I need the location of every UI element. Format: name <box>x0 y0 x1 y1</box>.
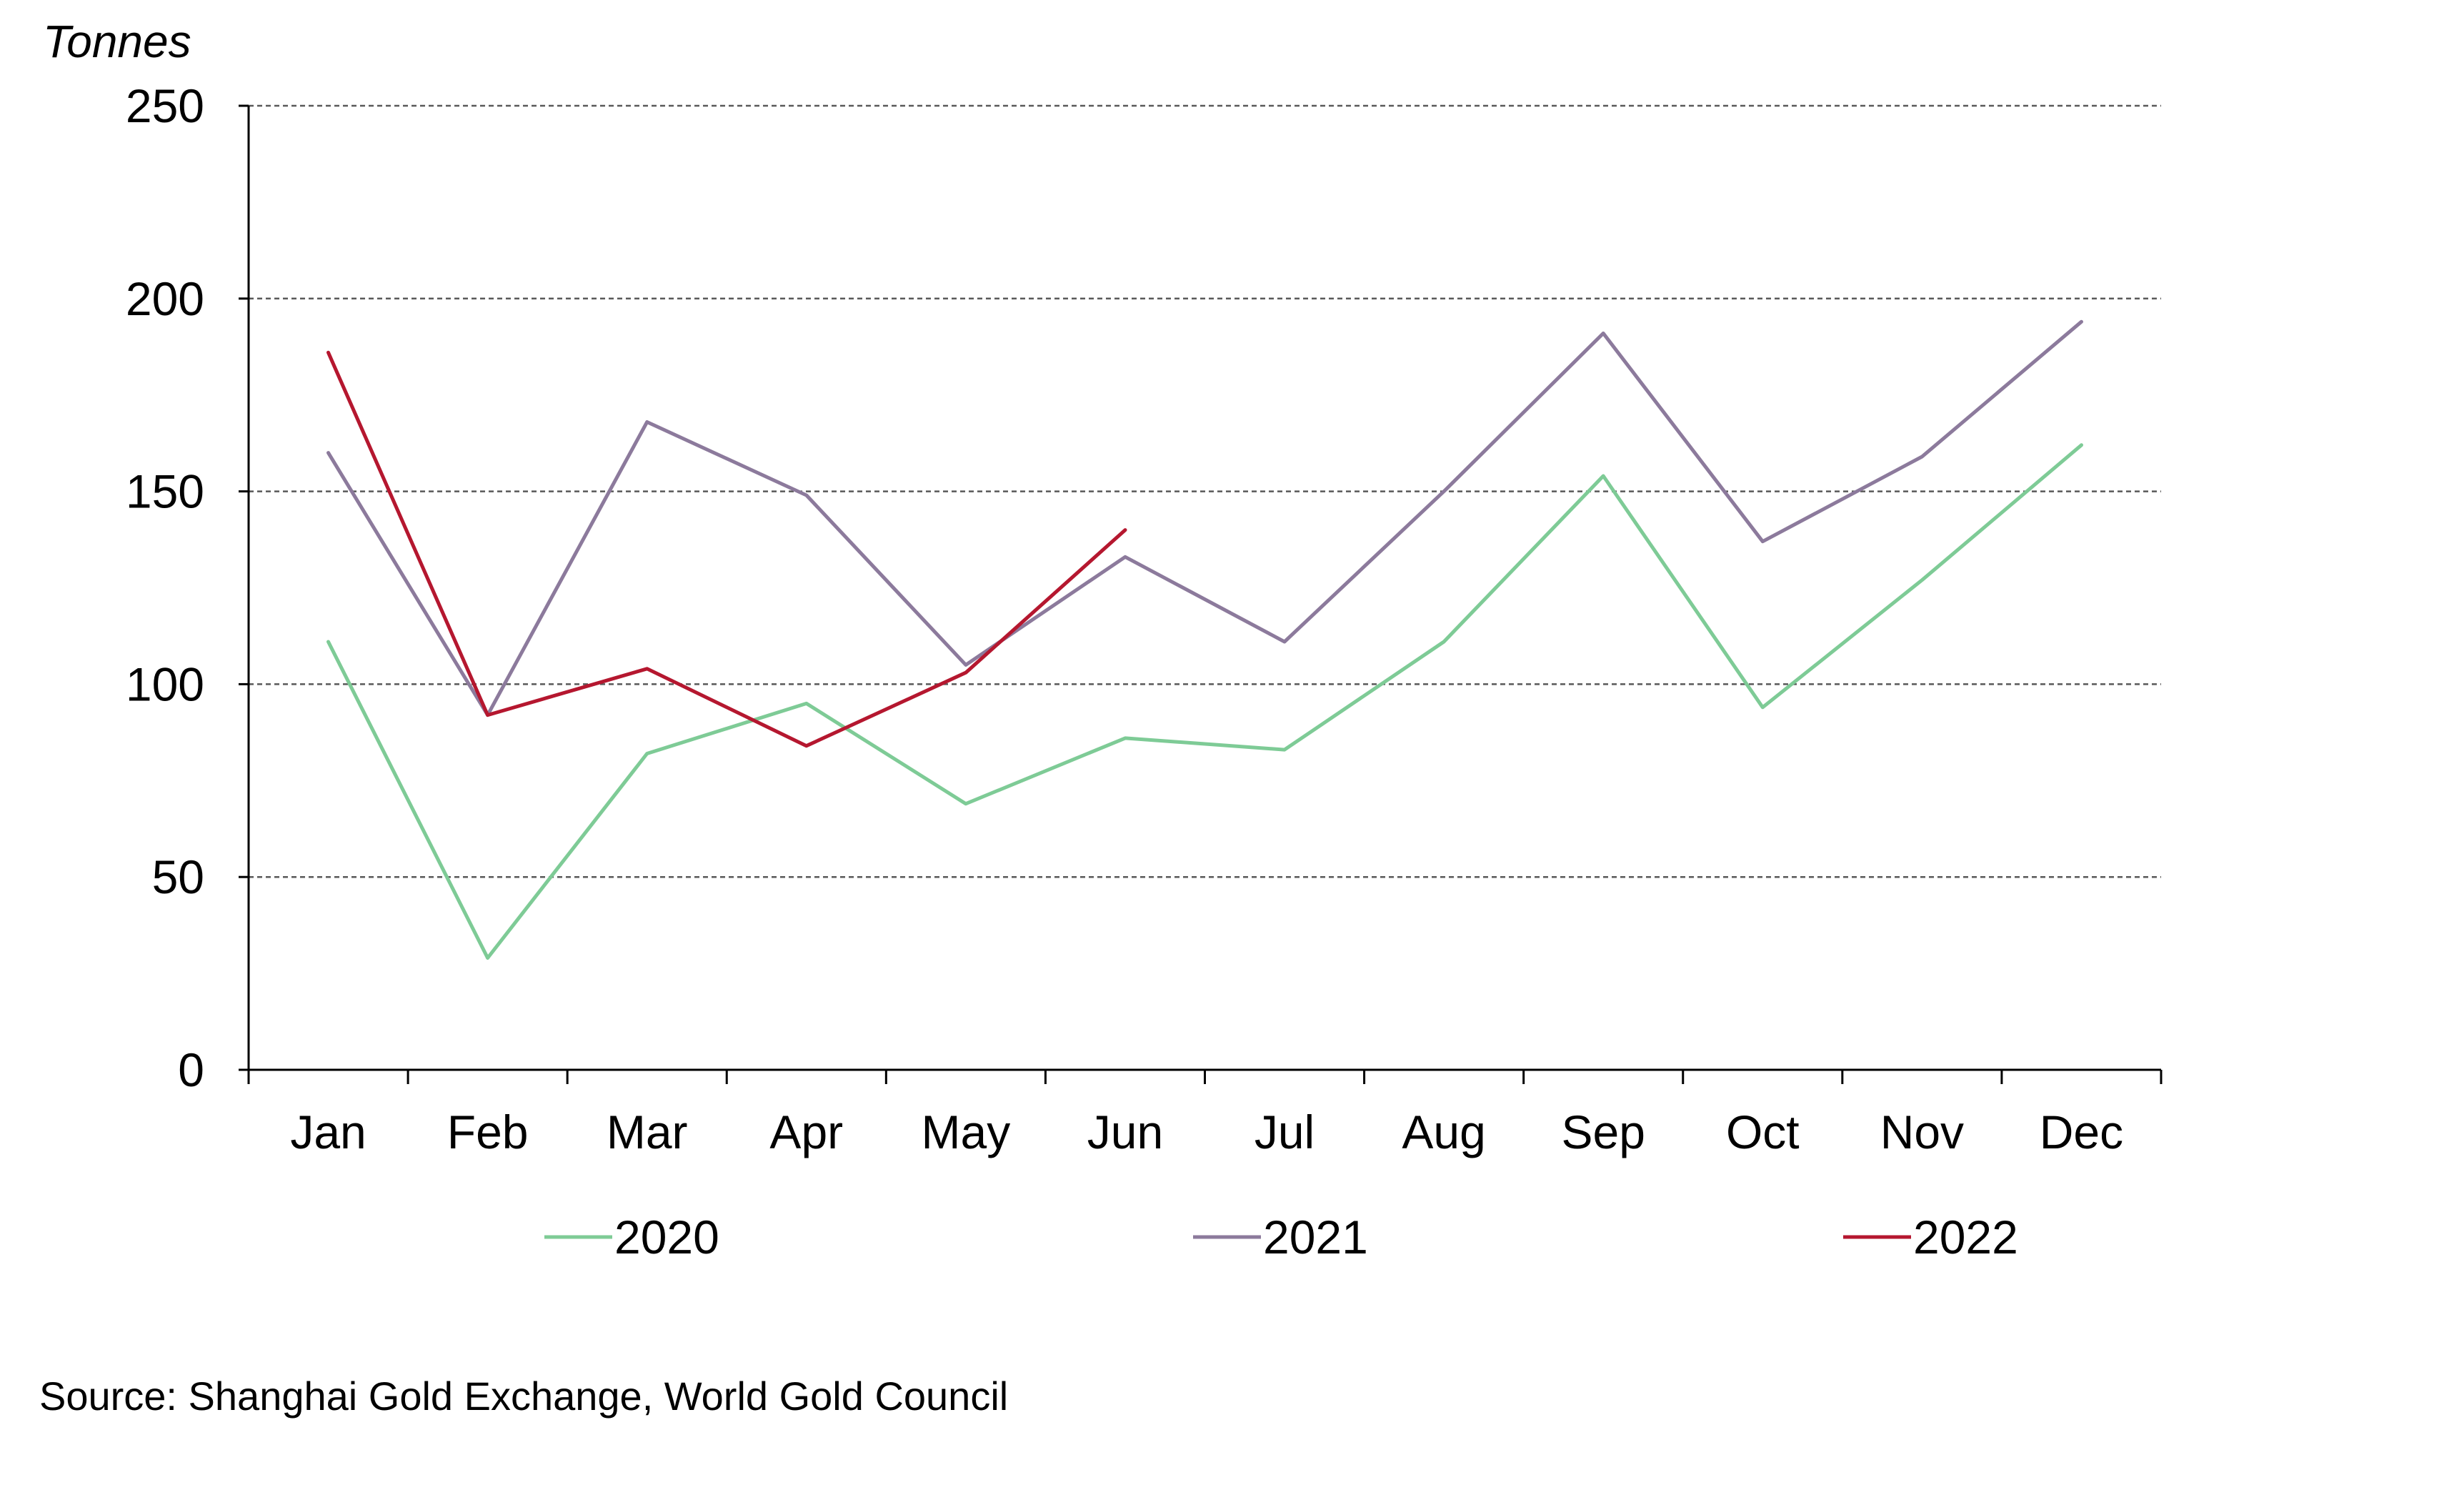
x-tick-label: Jan <box>290 1106 366 1158</box>
x-tick-label: Feb <box>447 1106 529 1158</box>
y-tick-label: 50 <box>152 850 204 903</box>
y-tick-label: 150 <box>126 465 204 518</box>
x-tick-label: Dec <box>2040 1106 2123 1158</box>
legend-label-2021: 2021 <box>1263 1211 1368 1263</box>
series-line-2022 <box>326 350 1127 748</box>
x-tick-label: Aug <box>1402 1106 1485 1158</box>
y-axis-unit-label: Tonnes <box>43 16 191 67</box>
y-tick-label: 200 <box>126 272 204 325</box>
source-note: Source: Shanghai Gold Exchange, World Go… <box>39 1374 1008 1419</box>
legend-label-2020: 2020 <box>614 1211 719 1263</box>
x-tick-label: Nov <box>1880 1106 1964 1158</box>
y-tick-label: 100 <box>126 657 204 710</box>
x-tick-label: Jul <box>1255 1106 1315 1158</box>
y-tick-label: 0 <box>178 1043 204 1096</box>
y-tick-label: 250 <box>126 79 204 132</box>
axes <box>247 106 2161 1071</box>
series-line-2020 <box>326 443 2083 960</box>
legend-label-2022: 2022 <box>1913 1211 2018 1263</box>
series-line-2021 <box>326 319 2083 717</box>
series-lines <box>326 319 2083 960</box>
legend: 2020 2021 2022 <box>544 1211 2018 1263</box>
x-tick-label: Apr <box>769 1106 843 1158</box>
x-tick-label: Oct <box>1726 1106 1800 1158</box>
gridlines <box>249 104 2161 878</box>
y-axis-ticks: 0 50 100 150 200 250 <box>126 79 249 1096</box>
x-tick-label: Sep <box>1561 1106 1645 1158</box>
x-axis-ticks: Jan Feb Mar Apr May Jun Jul Aug Sep Oct Nov Dec <box>247 1070 2163 1158</box>
x-tick-label: May <box>922 1106 1011 1158</box>
x-tick-label: Jun <box>1087 1106 1163 1158</box>
x-tick-label: Mar <box>607 1106 688 1158</box>
